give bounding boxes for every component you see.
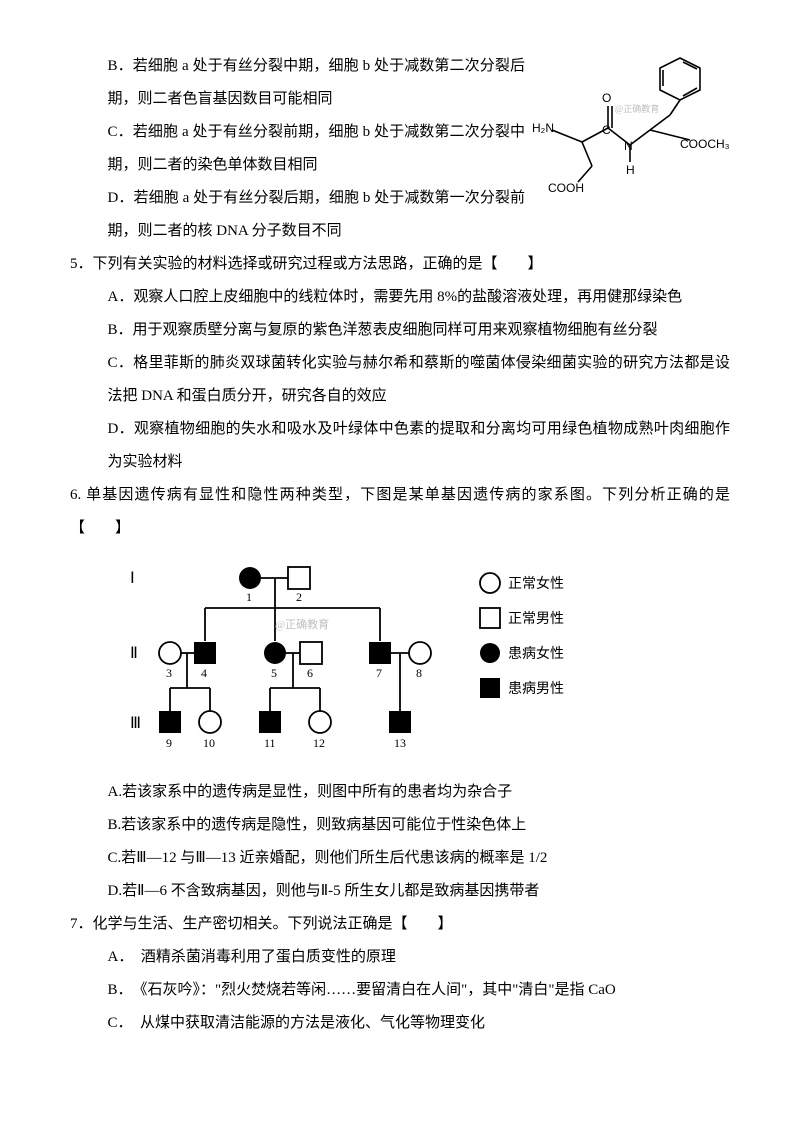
chem-svg: H₂N O C N H COOH COOCH₃ @正确教育 [530,50,730,200]
q5-option-c: C．格里菲斯的肺炎双球菌转化实验与赫尔希和蔡斯的噬菌体侵染细菌实验的研究方法都是… [70,347,730,413]
chem-watermark: @正确教育 [615,103,659,114]
gen3-label: Ⅲ [130,715,141,732]
q7-option-c: C． 从煤中获取清洁能源的方法是液化、气化等物理变化 [70,1007,730,1040]
q6-option-d: D.若Ⅱ—6 不含致病基因，则他与Ⅱ-5 所生女儿都是致病基因携带者 [70,875,730,908]
q5-option-d: D．观察植物细胞的失水和吸水及叶绿体中色素的提取和分离均可用绿色植物成熟叶肉细胞… [70,413,730,479]
legend-nm: 正常男性 [508,611,564,627]
p1: 1 [246,590,252,604]
gen2-label: Ⅱ [130,645,138,662]
q5-option-a: A．观察人口腔上皮细胞中的线粒体时，需要先用 8%的盐酸溶液处理，再用健那绿染色 [70,281,730,314]
legend-nf: 正常女性 [508,575,564,592]
label-cooh: COOH [548,181,584,195]
legend-af: 患病女性 [508,645,564,662]
label-n: N [624,139,633,153]
q6-option-b: B.若该家系中的遗传病是隐性，则致病基因可能位于性染色体上 [70,809,730,842]
legend-am: 患病男性 [508,681,564,697]
p10: 10 [203,736,215,750]
chemical-structure-figure: H₂N O C N H COOH COOCH₃ @正确教育 [530,50,730,205]
p11: 11 [264,736,276,750]
p6: 6 [307,666,313,680]
p2: 2 [296,590,302,604]
p4: 4 [201,666,207,680]
q6-stem: 6. 单基因遗传病有显性和隐性两种类型，下图是某单基因遗传病的家系图。下列分析正… [70,479,730,545]
q5-option-b: B．用于观察质壁分离与复原的紫色洋葱表皮细胞同样可用来观察植物细胞有丝分裂 [70,314,730,347]
pedigree-figure: Ⅰ Ⅱ Ⅲ 1 2 [120,553,730,768]
gen1-label: Ⅰ [130,570,135,587]
q7-option-b: B． 《石灰吟》："烈火焚烧若等闲……要留清白在人间"，其中"清白"是指 CaO [70,974,730,1007]
p3: 3 [166,666,172,680]
p5: 5 [271,666,277,680]
p12: 12 [313,736,325,750]
q6-option-c: C.若Ⅲ—12 与Ⅲ—13 近亲婚配，则他们所生后代患该病的概率是 1/2 [70,842,730,875]
q7-stem: 7．化学与生活、生产密切相关。下列说法正确是【 】 [70,908,730,941]
q7-option-a: A． 酒精杀菌消毒利用了蛋白质变性的原理 [70,941,730,974]
label-o: O [602,91,611,105]
q6-option-a: A.若该家系中的遗传病是显性，则图中所有的患者均为杂合子 [70,776,730,809]
p13: 13 [394,736,406,750]
p9: 9 [166,736,172,750]
pedigree-watermark: @正确教育 [275,617,329,631]
pedigree-svg: Ⅰ Ⅱ Ⅲ 1 2 [120,553,620,763]
label-cooch3: COOCH₃ [680,137,730,151]
label-h: H [626,163,635,177]
label-c: C [602,123,611,137]
p8: 8 [416,666,422,680]
p7: 7 [376,666,382,680]
q5-stem: 5．下列有关实验的材料选择或研究过程或方法思路，正确的是【 】 [70,248,730,281]
label-h2n: H₂N [532,121,554,135]
